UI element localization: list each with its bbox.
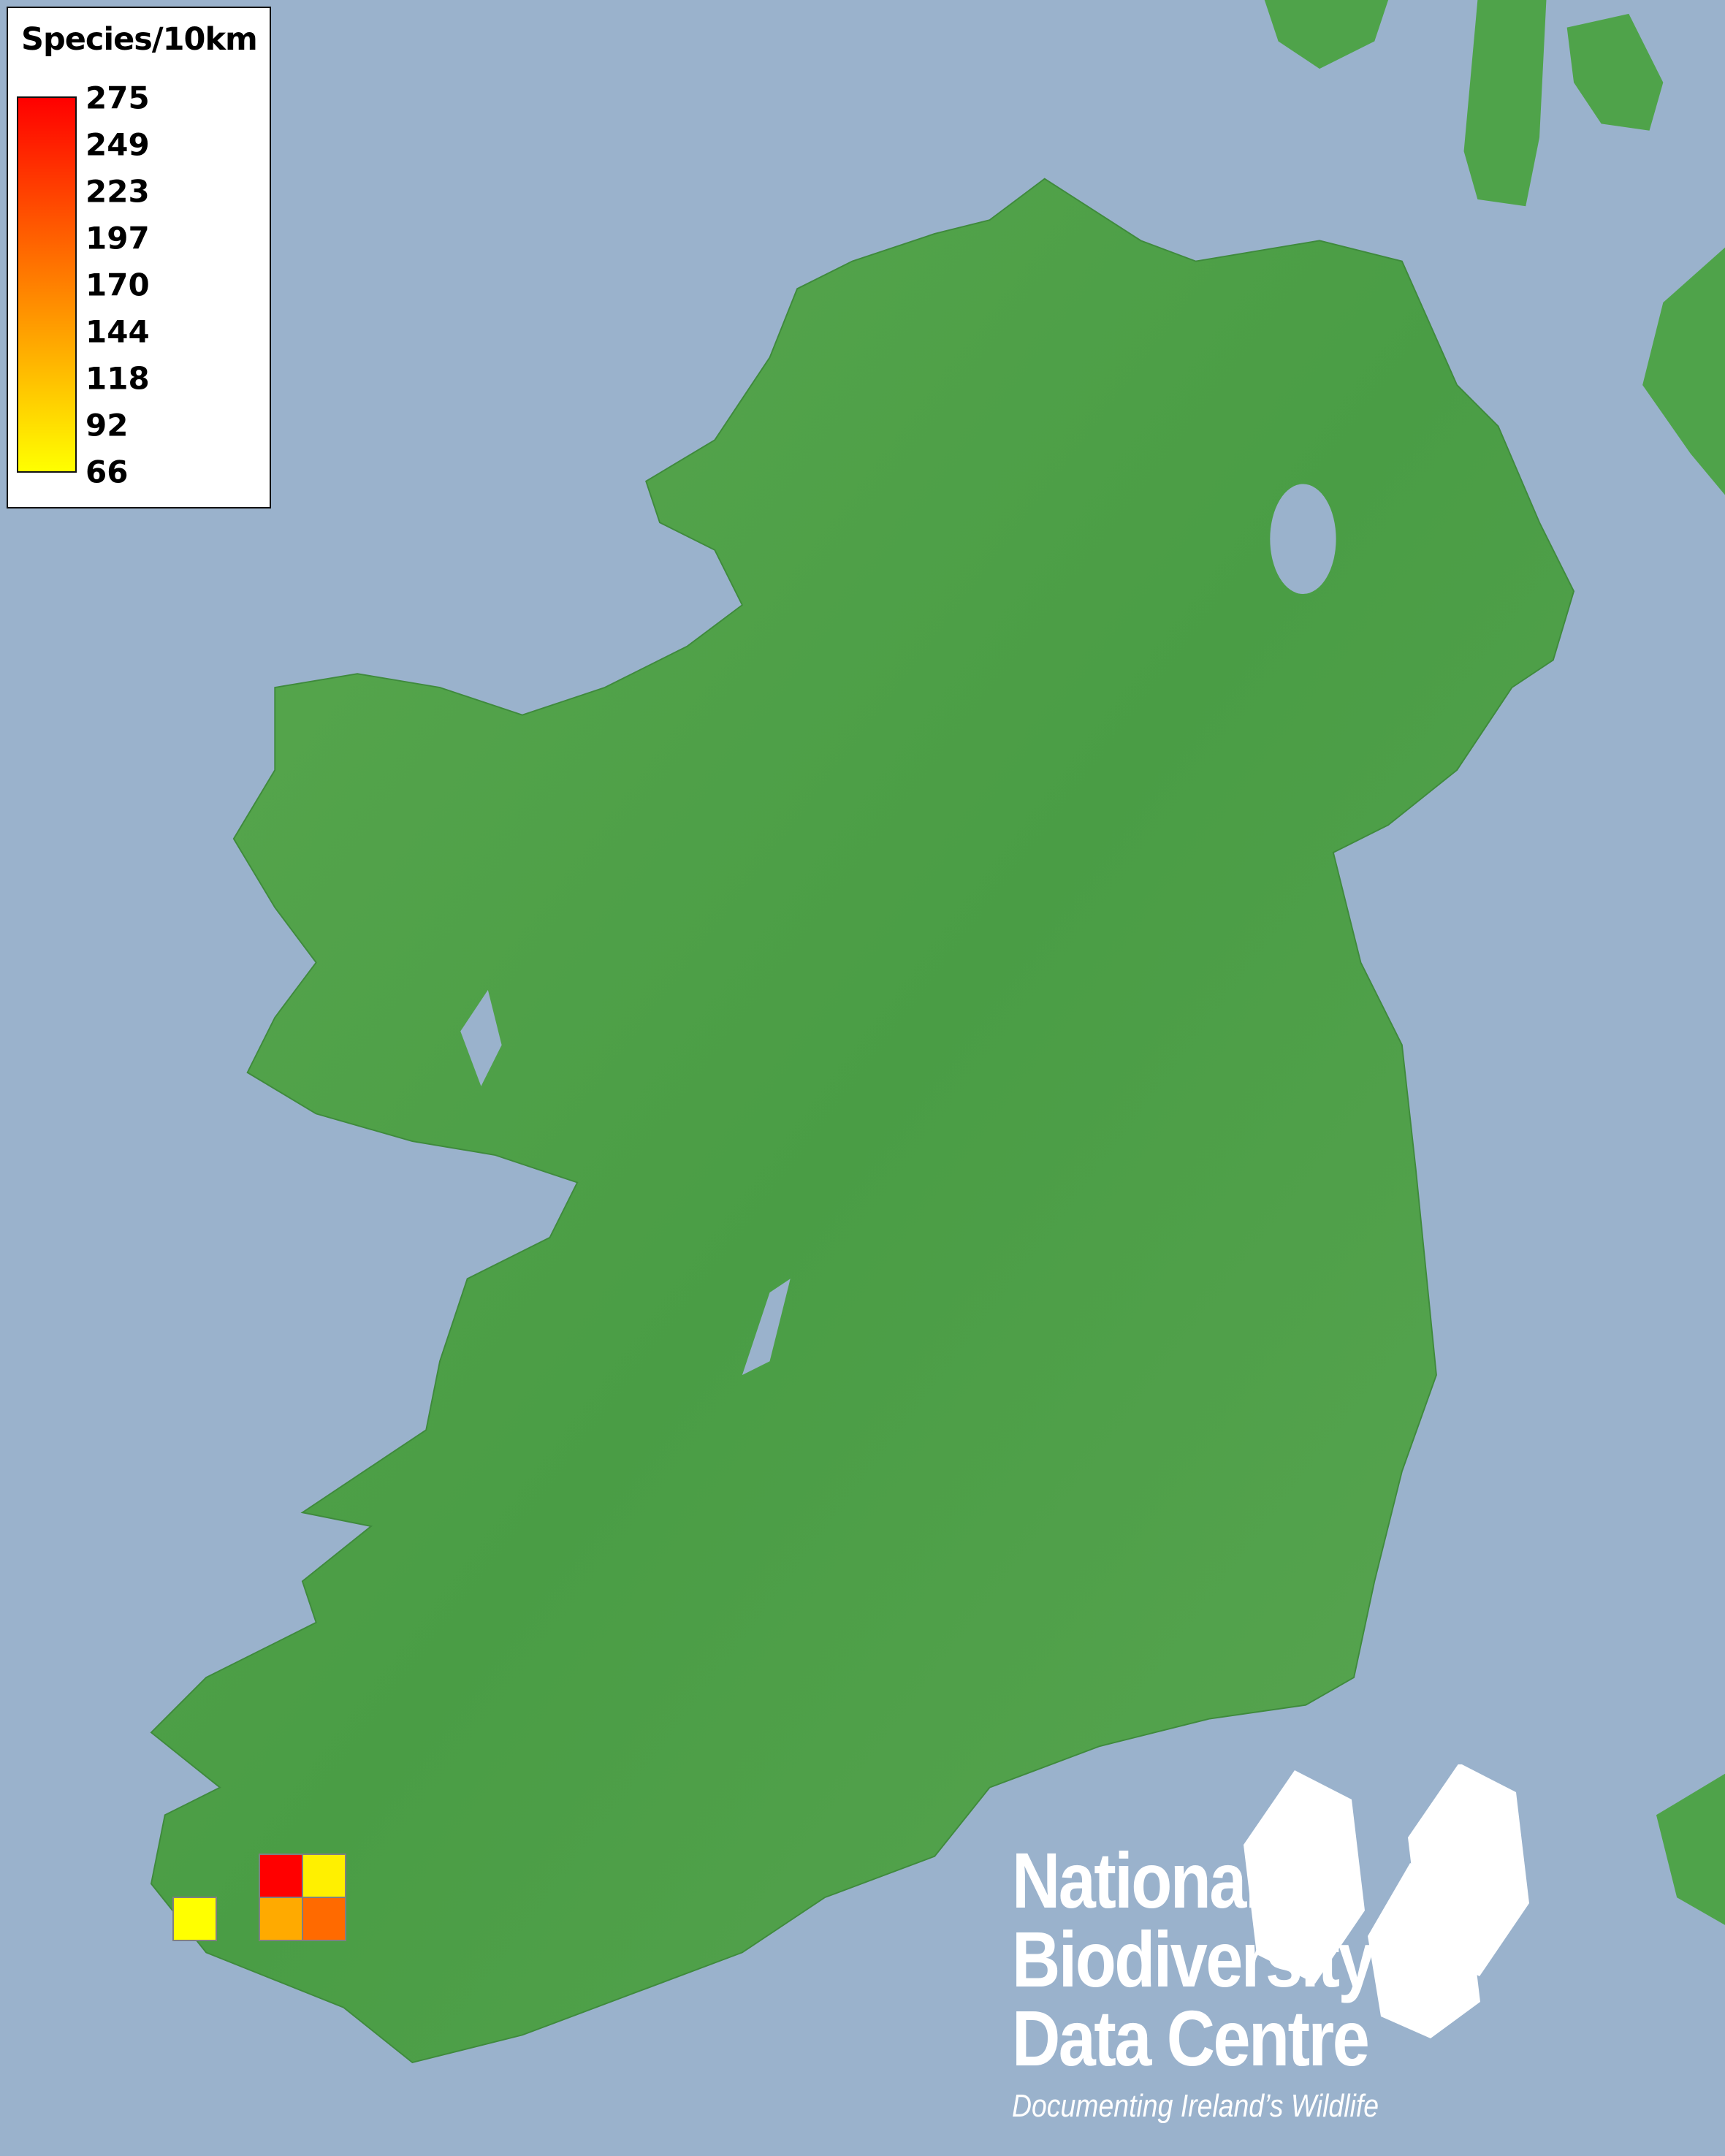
- legend-tick: 197: [85, 220, 150, 256]
- legend: Species/10km 275 249 223 197 170 144 118…: [7, 7, 271, 508]
- record-square[interactable]: [172, 1897, 217, 1941]
- logo-line-1: National: [1012, 1836, 1263, 1924]
- legend-title: Species/10km: [21, 21, 258, 58]
- lough-corrib: [460, 990, 502, 1086]
- legend-color-ramp: [17, 96, 77, 473]
- legend-tick: 249: [85, 126, 150, 163]
- legend-tick: 118: [85, 360, 150, 397]
- ireland-landmass: [150, 178, 1575, 2064]
- nbdc-logo: National Biodiversity Data Centre Docume…: [1012, 1841, 1444, 2125]
- legend-tick: 223: [85, 173, 150, 210]
- nbdc-logo-emblem: [1244, 1764, 1529, 2038]
- legend-tick: 92: [85, 407, 129, 443]
- seahorse-hexagon-icon: [1368, 1863, 1480, 2038]
- logo-tagline: Documenting Ireland’s Wildlife: [1012, 2088, 1379, 2124]
- shannon-estuary: [742, 1279, 791, 1376]
- record-square[interactable]: [302, 1897, 346, 1941]
- legend-tick: 170: [85, 267, 150, 303]
- lough-neagh: [1270, 484, 1336, 595]
- legend-tick: 275: [85, 80, 150, 116]
- record-square[interactable]: [302, 1854, 346, 1898]
- logo-line-2: Biodiversity: [1012, 1915, 1375, 2003]
- record-square[interactable]: [259, 1854, 303, 1898]
- record-square[interactable]: [259, 1897, 303, 1941]
- legend-tick: 66: [85, 454, 129, 490]
- legend-tick: 144: [85, 313, 150, 350]
- logo-line-3: Data Centre: [1012, 1994, 1370, 2082]
- tree-hexagon-icon: [1244, 1770, 1365, 1984]
